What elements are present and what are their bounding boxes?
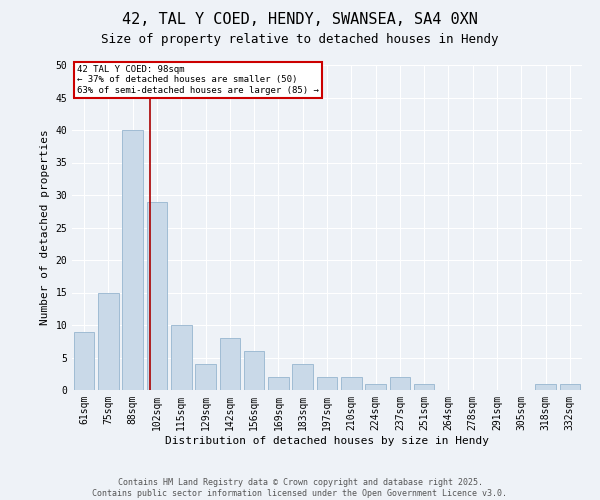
X-axis label: Distribution of detached houses by size in Hendy: Distribution of detached houses by size … (165, 436, 489, 446)
Bar (98, 292, 119, 390)
Bar (122, 130, 143, 390)
Bar (414, 384, 434, 390)
Bar (317, 377, 337, 390)
Bar (365, 384, 386, 390)
Bar (74, 332, 94, 390)
Bar (171, 325, 191, 390)
Bar (220, 338, 240, 390)
Y-axis label: Number of detached properties: Number of detached properties (40, 130, 50, 326)
Bar (268, 377, 289, 390)
Text: Size of property relative to detached houses in Hendy: Size of property relative to detached ho… (101, 32, 499, 46)
Bar (195, 364, 216, 390)
Bar (389, 377, 410, 390)
Text: Contains HM Land Registry data © Crown copyright and database right 2025.
Contai: Contains HM Land Registry data © Crown c… (92, 478, 508, 498)
Bar (341, 377, 362, 390)
Bar (244, 351, 265, 390)
Text: 42 TAL Y COED: 98sqm
← 37% of detached houses are smaller (50)
63% of semi-detac: 42 TAL Y COED: 98sqm ← 37% of detached h… (77, 65, 319, 95)
Bar (146, 202, 167, 390)
Bar (560, 384, 580, 390)
Bar (535, 384, 556, 390)
Text: 42, TAL Y COED, HENDY, SWANSEA, SA4 0XN: 42, TAL Y COED, HENDY, SWANSEA, SA4 0XN (122, 12, 478, 28)
Bar (292, 364, 313, 390)
